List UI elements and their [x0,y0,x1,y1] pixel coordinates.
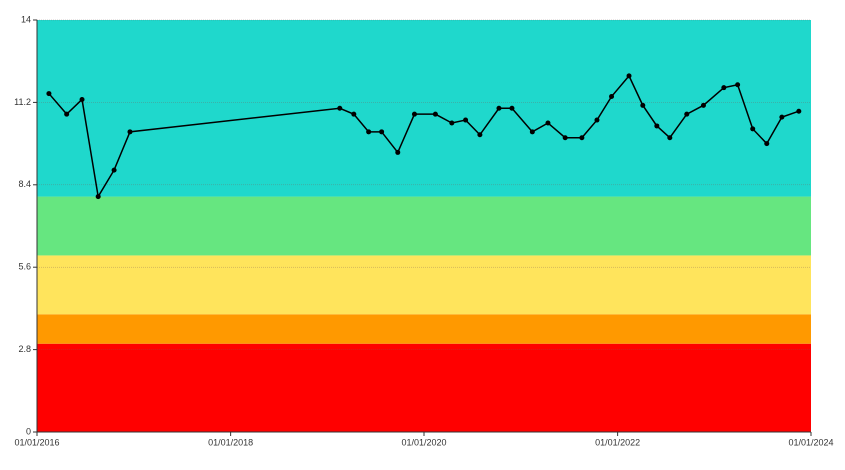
point [337,105,343,111]
point [46,91,52,97]
point [111,167,117,173]
point [411,111,417,117]
point [654,123,660,129]
point [684,111,690,117]
x-tick-label: 01/01/2024 [788,437,833,447]
band [37,255,811,315]
point [545,120,551,126]
point [626,73,632,79]
point [477,132,483,138]
y-tick-label: 2.8 [18,344,31,354]
point [509,105,515,111]
y-tick-label: 14 [21,14,31,24]
point [796,108,802,114]
point [366,129,372,135]
y-tick-label: 5.6 [18,262,31,272]
x-tick-label: 01/01/2022 [595,437,640,447]
point [379,129,385,135]
y-tick-label: 11.2 [14,97,31,107]
band [37,196,811,256]
point [529,129,535,135]
point [700,102,706,108]
y-tick-label: 0 [26,426,31,436]
point [579,135,585,141]
point [463,117,469,123]
point [127,129,133,135]
y-tick-label: 8.4 [18,179,31,189]
point [667,135,673,141]
line [48,74,800,199]
point [449,120,455,126]
point [779,114,785,120]
point [594,117,600,123]
point [496,105,502,111]
point [395,149,401,155]
band [37,20,811,197]
point [562,135,568,141]
band [37,343,811,432]
x-tick-label: 01/01/2018 [208,437,253,447]
x-tick-label: 01/01/2020 [401,437,446,447]
point [640,102,646,108]
band [37,314,811,344]
point [721,85,727,91]
point [351,111,357,117]
point [95,194,101,200]
point [609,94,615,100]
point [79,96,85,102]
point [432,111,438,117]
point [750,126,756,132]
point [764,141,770,147]
x-tick-label: 01/01/2016 [14,437,59,447]
point [64,111,70,117]
point [735,82,741,88]
